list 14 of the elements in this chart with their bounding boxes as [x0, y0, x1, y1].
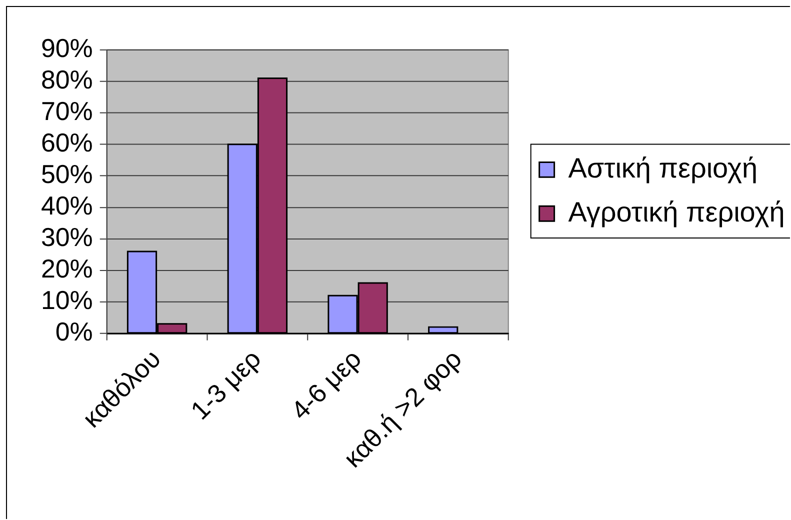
y-tick-label: 60%: [40, 130, 93, 158]
y-tick-label: 80%: [40, 66, 93, 95]
y-tick-label: 70%: [40, 98, 93, 126]
x-tick-label: 4-6 μερ: [286, 344, 368, 426]
x-tick-label: 1-3 μερ: [186, 344, 267, 426]
legend-label: Αστική περιοχή: [568, 152, 758, 184]
y-tick-label: 30%: [40, 224, 93, 252]
y-tick-label: 90%: [40, 35, 93, 64]
y-tick-label: 20%: [40, 256, 93, 284]
y-tick-label: 10%: [40, 287, 93, 316]
y-tick-label: 50%: [40, 161, 93, 190]
y-tick-label: 0%: [55, 318, 93, 347]
y-tick-label: 40%: [40, 192, 93, 221]
legend-label: Αγροτική περιοχή: [568, 196, 785, 228]
